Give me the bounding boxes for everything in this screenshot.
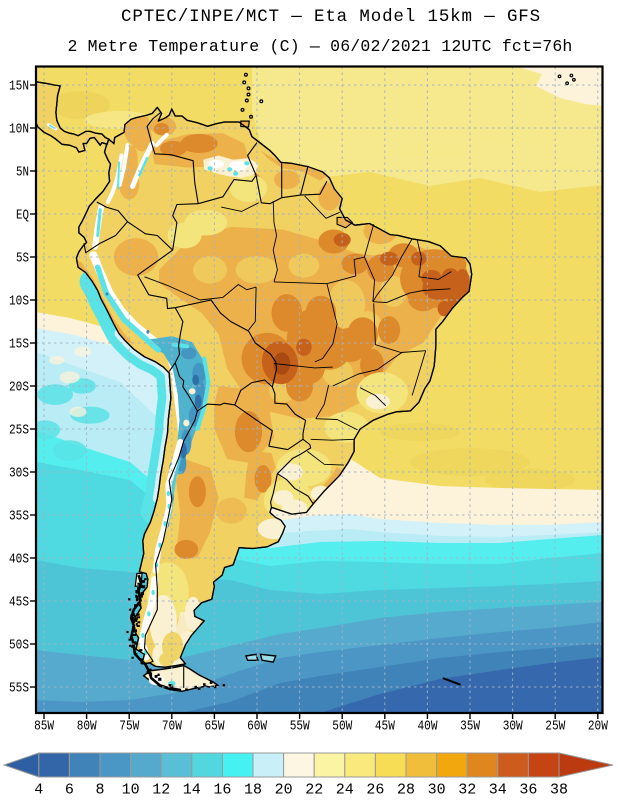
svg-text:5N: 5N xyxy=(16,165,29,181)
svg-text:65W: 65W xyxy=(205,719,225,735)
svg-text:45S: 45S xyxy=(9,595,29,611)
svg-text:10: 10 xyxy=(122,782,140,799)
svg-text:18: 18 xyxy=(244,782,262,799)
svg-text:10S: 10S xyxy=(9,294,29,310)
svg-text:50W: 50W xyxy=(332,719,352,735)
svg-text:24: 24 xyxy=(336,782,354,799)
svg-text:85W: 85W xyxy=(34,719,54,735)
svg-text:38: 38 xyxy=(550,782,568,799)
svg-text:35W: 35W xyxy=(460,719,480,735)
svg-text:32: 32 xyxy=(458,782,476,799)
svg-text:55S: 55S xyxy=(9,681,29,697)
svg-text:16: 16 xyxy=(213,782,231,799)
svg-text:22: 22 xyxy=(305,782,323,799)
svg-text:55W: 55W xyxy=(290,719,310,735)
svg-text:45W: 45W xyxy=(375,719,395,735)
svg-text:36: 36 xyxy=(519,782,537,799)
svg-text:2 Metre Temperature (C) — 06/0: 2 Metre Temperature (C) — 06/02/2021 12U… xyxy=(67,37,572,56)
svg-text:8: 8 xyxy=(95,782,104,799)
svg-text:40W: 40W xyxy=(418,719,438,735)
svg-text:25W: 25W xyxy=(545,719,565,735)
svg-text:26: 26 xyxy=(366,782,384,799)
svg-text:30W: 30W xyxy=(503,719,523,735)
svg-text:35S: 35S xyxy=(9,509,29,525)
svg-text:75W: 75W xyxy=(119,719,139,735)
svg-text:20: 20 xyxy=(275,782,293,799)
svg-text:60W: 60W xyxy=(247,719,267,735)
svg-text:28: 28 xyxy=(397,782,415,799)
svg-text:15N: 15N xyxy=(9,79,29,95)
svg-text:80W: 80W xyxy=(77,719,97,735)
svg-text:30: 30 xyxy=(428,782,446,799)
svg-text:5S: 5S xyxy=(16,251,29,267)
svg-text:EQ: EQ xyxy=(16,208,29,224)
svg-text:20S: 20S xyxy=(9,380,29,396)
svg-text:50S: 50S xyxy=(9,638,29,654)
svg-text:10N: 10N xyxy=(9,122,29,138)
svg-text:20W: 20W xyxy=(588,719,608,735)
svg-text:34: 34 xyxy=(489,782,507,799)
svg-text:30S: 30S xyxy=(9,466,29,482)
svg-text:6: 6 xyxy=(65,782,74,799)
svg-text:25S: 25S xyxy=(9,423,29,439)
svg-text:12: 12 xyxy=(152,782,170,799)
svg-text:14: 14 xyxy=(183,782,201,799)
svg-text:70W: 70W xyxy=(162,719,182,735)
svg-text:40S: 40S xyxy=(9,552,29,568)
svg-text:CPTEC/INPE/MCT — Eta Model 15: CPTEC/INPE/MCT — Eta Model 15km — GFS xyxy=(121,7,541,27)
svg-text:15S: 15S xyxy=(9,337,29,353)
svg-text:4: 4 xyxy=(34,782,43,799)
